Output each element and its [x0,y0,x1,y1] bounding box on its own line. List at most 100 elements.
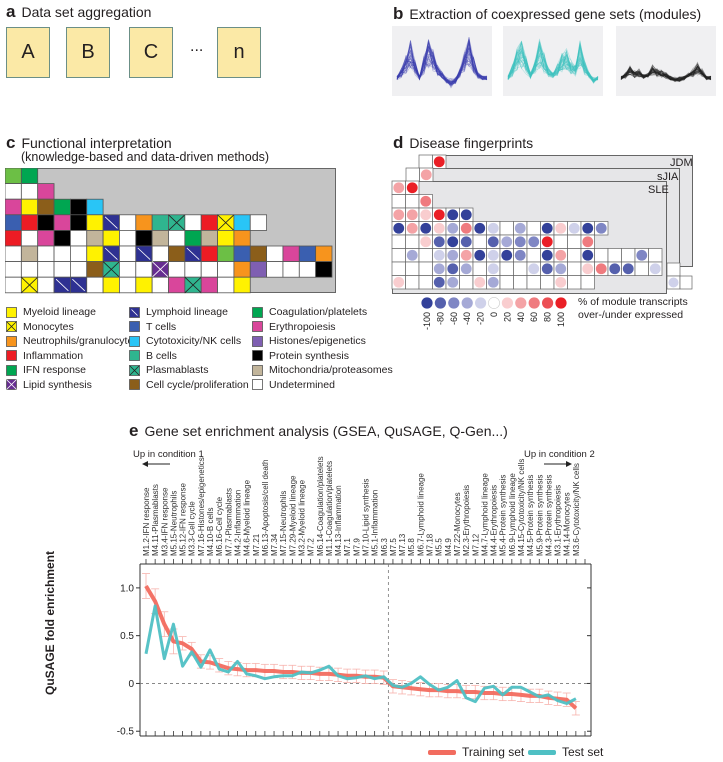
legend-swatch-icon [129,321,140,332]
svg-text:M4.10-B cells: M4.10-B cells [206,508,215,556]
scale-label-line2: over-/under expressed [578,309,684,321]
svg-text:M3.6-Cytotoxicity/NK cells: M3.6-Cytotoxicity/NK cells [572,463,581,556]
legend-label: Coagulation/platelets [269,306,368,318]
legend-label: Cell cycle/proliferation [146,378,249,391]
legend-label: Inflammation [23,349,84,362]
legend-swatch-icon [252,306,263,318]
legend-item-erythropoiesis: Erythropoiesis [252,321,336,333]
module-plot-blue [392,26,492,96]
legend-item-myeloid-lineage: Myeloid lineage [6,306,96,318]
svg-text:M6.14-Coagulation/platelets: M6.14-Coagulation/platelets [316,456,325,556]
legend-swatch-icon [6,335,17,347]
svg-text:M6.16-Cell cycle: M6.16-Cell cycle [215,496,224,556]
legend-swatch-icon [6,364,17,376]
dataset-box-b: B [66,27,110,78]
legend-item-lipid-synthesis: Lipid synthesis [6,379,92,391]
legend-item-undetermined: Undetermined [252,379,335,391]
svg-text:M3.3-Cell cycle: M3.3-Cell cycle [188,501,197,556]
legend-training-label: Training set [462,745,525,759]
panel-e-title: e Gene set enrichment analysis (GSEA, QuS… [129,421,508,441]
legend-label: Lipid synthesis [23,378,92,391]
panel-e-letter: e [129,421,139,440]
svg-text:M3.2-Myeloid lineage: M3.2-Myeloid lineage [297,479,306,556]
svg-text:40: 40 [516,312,526,322]
svg-text:20: 20 [502,312,512,322]
panel-c-title-text: Functional interpretation [21,135,172,151]
svg-text:100: 100 [556,312,566,327]
svg-text:M4.9: M4.9 [444,538,453,556]
legend-swatch-icon [129,335,140,347]
up-in-condition-2: Up in condition 2 [524,449,595,460]
panel-a-title: a Data set aggregation [6,2,151,22]
legend-label: IFN response [23,364,87,376]
legend-label: T cells [146,320,177,333]
svg-text:M4.11-Plasmablasts: M4.11-Plasmablasts [151,484,160,556]
svg-text:M7.2: M7.2 [307,538,316,556]
svg-text:M7.34: M7.34 [270,533,279,556]
panel-a-letter: a [6,2,16,21]
svg-text:M4.5-Protein synthesis: M4.5-Protein synthesis [526,475,535,556]
svg-text:0: 0 [489,312,499,317]
legend-swatch-icon [129,306,140,318]
svg-text:M5.9-Protein synthesis: M5.9-Protein synthesis [535,475,544,556]
panel-d-title-text: Disease fingerprints [409,135,534,151]
panel-e-title-text: Gene set enrichment analysis (GSEA, QuSA… [144,423,508,439]
legend-item-inflammation: Inflammation [6,350,83,362]
svg-text:M7.21: M7.21 [252,533,261,556]
legend-test: Test set [528,745,603,759]
legend-item-t-cells: T cells [129,321,176,333]
svg-text:M7.10-Lipid synthesis: M7.10-Lipid synthesis [362,479,371,556]
up-in-condition-1: Up in condition 1 [133,449,204,460]
svg-text:M7.13: M7.13 [398,533,407,556]
panel-b-letter: b [393,4,404,23]
svg-text:M7.15-Neutrophils: M7.15-Neutrophils [279,491,288,556]
legend-swatch-icon [252,350,263,361]
legend-label: Neutrophils/granulocytes [23,335,139,347]
svg-text:-0.5: -0.5 [117,727,135,738]
legend-item-mitochondria-proteasomes: Mitochondria/proteasomes [252,364,393,376]
legend-label: Monocytes [23,320,74,333]
svg-text:M5.12-IFN response: M5.12-IFN response [179,483,188,556]
panel-d-letter: d [393,133,404,152]
legend-training: Training set [428,745,524,759]
legend-label: Protein synthesis [269,349,349,362]
legend-swatch-icon [252,321,263,332]
svg-text:M7.29-Myeloid lineage: M7.29-Myeloid lineage [288,475,297,556]
svg-text:0.5: 0.5 [120,631,134,642]
svg-text:M5.4-Protein synthesis: M5.4-Protein synthesis [499,475,508,556]
svg-text:M4.7-Lymphoid lineage: M4.7-Lymphoid lineage [480,473,489,556]
svg-text:-100: -100 [422,312,432,330]
legend-label: Erythropoiesis [269,320,336,333]
svg-text:M1.2-IFN response: M1.2-IFN response [142,487,151,556]
svg-text:M4.13-Inflammation: M4.13-Inflammation [334,485,343,556]
svg-text:M2.3-Erythropoiesis: M2.3-Erythropoiesis [462,485,471,556]
legend-label: Undetermined [269,378,335,391]
svg-text:M7.22-Monocytes: M7.22-Monocytes [453,492,462,556]
scale-label-line1: % of module transcripts [578,296,688,308]
svg-text:-80: -80 [435,312,445,325]
legend-test-label: Test set [562,745,604,759]
legend-swatch-icon [6,321,17,332]
legend-swatch-icon [252,364,263,376]
module-plot-black [616,26,716,96]
svg-text:M4.2-Inflammation: M4.2-Inflammation [233,490,242,556]
arrow-right-icon [544,461,572,467]
module-map-grid [5,168,333,294]
svg-text:M3.4-IFN response: M3.4-IFN response [160,487,169,556]
svg-text:M4.15-Cytotoxicity/NK cells: M4.15-Cytotoxicity/NK cells [517,459,526,556]
legend-swatch-icon [252,379,263,390]
card-label-jdm: JDM [670,157,693,169]
legend-item-cell-cycle-proliferation: Cell cycle/proliferation [129,379,249,391]
legend-label: Mitochondria/proteasomes [269,364,393,376]
svg-text:M4.6-Myeloid lineage: M4.6-Myeloid lineage [243,479,252,556]
legend-swatch-icon [6,379,17,390]
svg-text:M7.18: M7.18 [426,533,435,556]
fingerprint-color-scale: -100 -80 -60 -40 -20 0 20 40 60 80 100 [421,297,567,330]
module-traces-black [620,61,712,83]
legend-label: Plasmablasts [146,364,209,376]
module-traces-cyan [507,38,599,84]
legend-item-histones-epigenetics: Histones/epigenetics [252,335,366,347]
svg-text:1.0: 1.0 [120,583,134,594]
card-label-sle: SLE [648,184,669,196]
svg-text:M6.13-Apoptosis/cell death: M6.13-Apoptosis/cell death [261,460,270,557]
